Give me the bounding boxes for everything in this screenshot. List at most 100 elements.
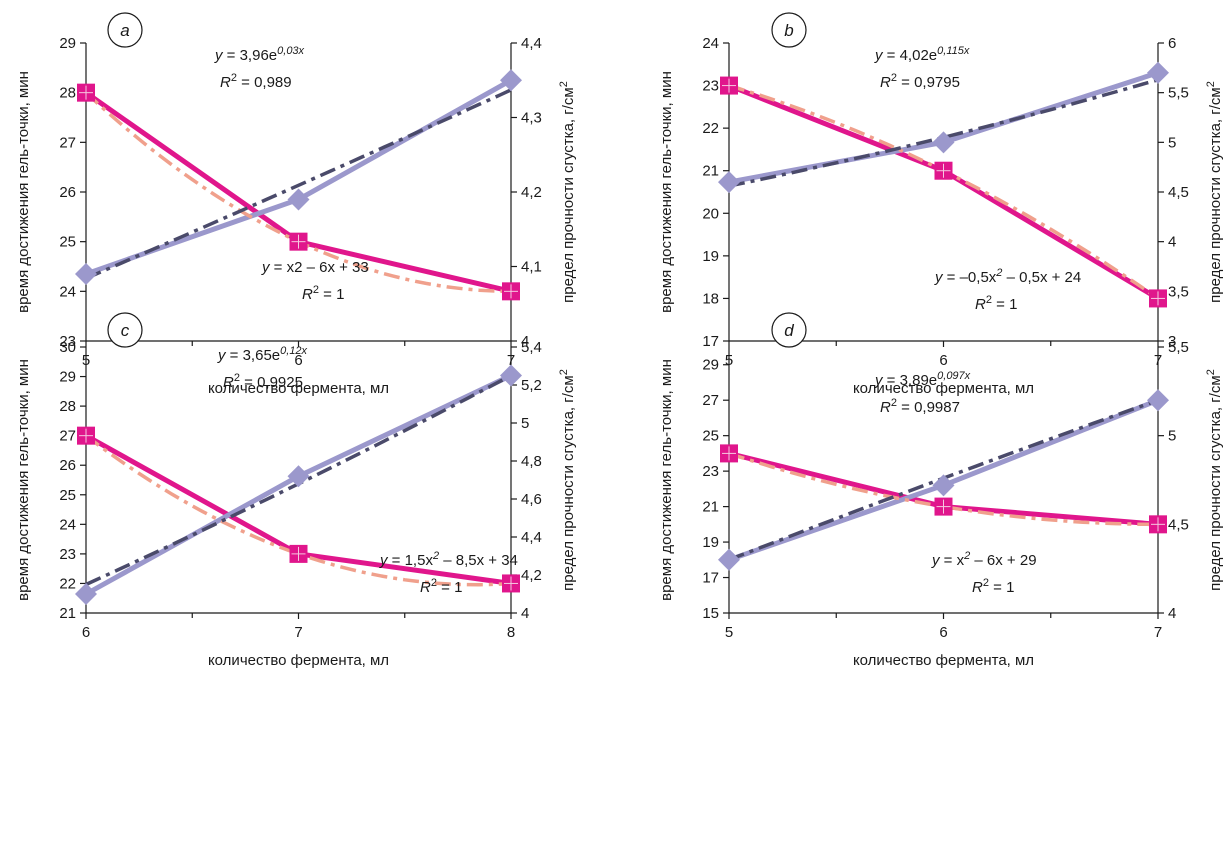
y-tick-label: 29 — [59, 369, 76, 386]
y2-tick-label: 4 — [521, 605, 529, 622]
y-tick-label: 22 — [59, 575, 76, 592]
y-tick-label: 25 — [59, 487, 76, 504]
r-squared: R2 = 0,9795 — [880, 72, 960, 91]
y2-tick-label: 4,5 — [1168, 184, 1189, 201]
y-axis-label: время достижения гель-точки, мин — [15, 359, 32, 601]
y-tick-label: 18 — [702, 290, 719, 307]
y-tick-label: 23 — [702, 78, 719, 95]
panel-badge — [771, 312, 807, 348]
r-squared: R2 = 0,989 — [220, 72, 292, 91]
data-point-diamond — [500, 364, 522, 387]
y-tick-label: 27 — [702, 392, 719, 409]
y-tick-label: 24 — [59, 516, 76, 533]
y-tick-label: 21 — [702, 499, 719, 516]
data-point-diamond — [287, 188, 310, 211]
x-tick-label: 5 — [725, 624, 733, 641]
y-tick-label: 27 — [59, 428, 76, 445]
y-tick-label: 28 — [59, 398, 76, 415]
y-tick-label: 23 — [702, 463, 719, 480]
y-tick-label: 24 — [59, 283, 76, 300]
x-tick-label: 6 — [939, 352, 947, 369]
y-tick-label: 23 — [59, 546, 76, 563]
y2-tick-label: 5,5 — [1168, 85, 1189, 102]
x-axis-label: количество фермента, мл — [853, 652, 1034, 669]
y-axis-label: время достижения гель-точки, мин — [658, 359, 675, 601]
y2-tick-label: 3 — [1168, 333, 1176, 350]
x-tick-label: 7 — [294, 624, 302, 641]
data-point-diamond — [500, 69, 522, 92]
y2-tick-label: 4,5 — [1168, 516, 1189, 533]
data-point-diamond — [1147, 61, 1169, 84]
y-tick-label: 20 — [702, 205, 719, 222]
y-tick-label: 28 — [59, 85, 76, 102]
trend-equation: y = 4,02e0,115x — [874, 45, 970, 64]
y2-tick-label: 4 — [521, 333, 529, 350]
trend-equation: y = x2 – 6x + 33 — [261, 259, 369, 276]
panel-badge — [107, 312, 143, 348]
y2-tick-label: 5 — [1168, 134, 1176, 151]
y2-tick-label: 3,5 — [1168, 283, 1189, 300]
y2-tick-label: 4,3 — [521, 110, 542, 127]
y2-tick-label: 5 — [1168, 428, 1176, 445]
trend-equation: y = 3,89e0,097x — [874, 370, 971, 389]
y-tick-label: 17 — [702, 570, 719, 587]
trend-equation: y = 3,96e0,03x — [214, 45, 305, 64]
panel-label: c — [121, 321, 130, 340]
y-axis-label: время достижения гель-точки, мин — [658, 71, 675, 313]
y-tick-label: 27 — [59, 134, 76, 151]
y2-tick-label: 6 — [1168, 35, 1176, 52]
y2-axis-label: предел прочности сгустка, г/см2 — [1205, 369, 1224, 591]
y2-tick-label: 4,4 — [521, 529, 542, 546]
y-tick-label: 21 — [59, 605, 76, 622]
trend-equation: y = x2 – 6x + 29 — [931, 550, 1037, 569]
data-point-diamond — [1147, 389, 1169, 412]
y-tick-label: 17 — [702, 333, 719, 350]
trend-equation: y = 1,5x2 – 8,5x + 34 — [379, 550, 518, 569]
y2-tick-label: 4 — [1168, 234, 1176, 251]
y-tick-label: 25 — [59, 234, 76, 251]
r-squared: R2 = 1 — [972, 577, 1014, 596]
r-squared: R2 = 1 — [302, 284, 344, 303]
y2-tick-label: 4,4 — [521, 35, 542, 52]
x-axis-label: количество фермента, мл — [853, 380, 1034, 397]
data-point-diamond — [287, 465, 310, 488]
x-axis-label: количество фермента, мл — [208, 652, 389, 669]
y-tick-label: 30 — [59, 339, 76, 356]
y-tick-label: 22 — [702, 120, 719, 137]
trend-equation: y = 3,65e0,12x — [217, 345, 308, 364]
y2-tick-label: 4 — [1168, 605, 1176, 622]
panel-label: d — [784, 321, 794, 340]
panel-badge — [107, 12, 143, 48]
x-tick-label: 8 — [507, 624, 515, 641]
panel-badge — [771, 12, 807, 48]
y-tick-label: 24 — [702, 35, 719, 52]
panel-label: a — [120, 21, 129, 40]
y-tick-label: 26 — [59, 184, 76, 201]
y-tick-label: 19 — [702, 248, 719, 265]
x-tick-label: 6 — [939, 624, 947, 641]
y2-tick-label: 5,4 — [521, 339, 542, 356]
y-tick-label: 26 — [59, 457, 76, 474]
data-point-diamond — [75, 262, 97, 285]
y2-tick-label: 4,1 — [521, 259, 542, 276]
data-point-diamond — [932, 131, 955, 154]
y2-tick-label: 4,2 — [521, 184, 542, 201]
r-squared: R2 = 1 — [975, 294, 1017, 313]
panel-label: b — [784, 21, 793, 40]
x-axis-label: количество фермента, мл — [208, 380, 389, 397]
y2-tick-label: 5,5 — [1168, 339, 1189, 356]
trendline-1 — [728, 83, 1159, 300]
data-point-diamond — [75, 583, 97, 605]
trendline-1 — [84, 434, 512, 587]
y2-tick-label: 4,2 — [521, 567, 542, 584]
y2-tick-label: 4,6 — [521, 491, 542, 508]
chart-panel-d: 15 17 19 21 23 25 27 29 4 4,5 5 5,5 5 6 7 количество фе… — [658, 312, 1224, 669]
y-tick-label: 29 — [702, 357, 719, 374]
y-tick-label: 19 — [702, 534, 719, 551]
chart-panel-c: 21 22 23 24 25 26 27 28 29 30 4 4,2 4,4 4,6 4,8 5 5,2 5,4… — [15, 312, 577, 669]
y2-tick-label: 4,8 — [521, 453, 542, 470]
series-line-1 — [728, 83, 1160, 301]
y-tick-label: 15 — [702, 605, 719, 622]
data-point-diamond — [718, 171, 740, 194]
